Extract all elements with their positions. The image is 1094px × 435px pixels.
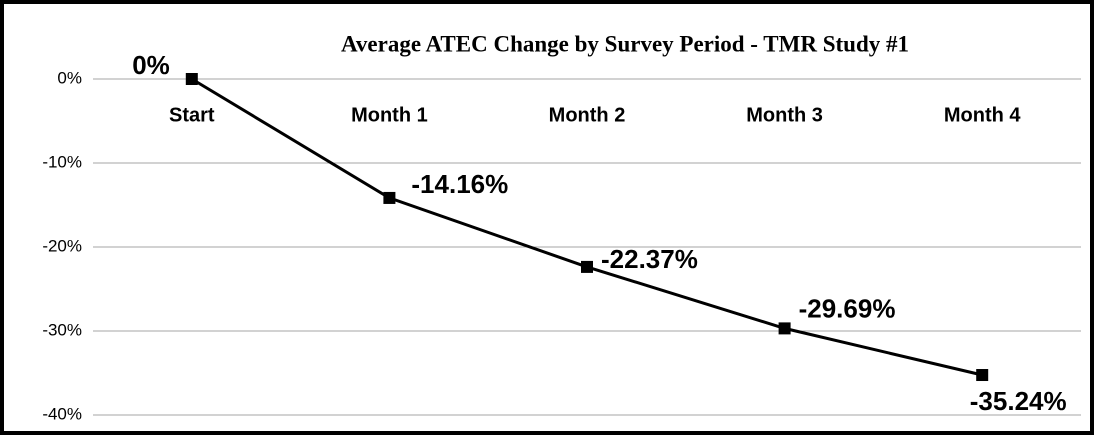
x-tick-label: Month 4 <box>944 104 1022 126</box>
x-tick-label: Start <box>169 104 215 126</box>
data-label: -14.16% <box>411 169 508 199</box>
data-point <box>976 369 989 382</box>
chart-title: Average ATEC Change by Survey Period - T… <box>341 31 909 56</box>
data-point <box>581 260 593 273</box>
data-label: -22.37% <box>601 244 698 274</box>
y-tick-label: 0% <box>57 68 82 87</box>
y-tick-label: -10% <box>42 152 82 171</box>
y-tick-label: -30% <box>42 320 82 339</box>
data-label: -29.69% <box>799 293 896 323</box>
x-tick-label: Month 2 <box>549 104 626 126</box>
data-point <box>383 191 396 204</box>
data-point <box>778 322 791 335</box>
y-tick-label: -20% <box>42 236 82 255</box>
y-tick-label: -40% <box>42 404 82 423</box>
data-label: 0% <box>132 50 170 80</box>
data-label: -35.24% <box>970 386 1067 416</box>
data-point <box>185 73 198 85</box>
x-tick-label: Month 1 <box>351 104 428 126</box>
x-tick-label: Month 3 <box>746 104 823 126</box>
